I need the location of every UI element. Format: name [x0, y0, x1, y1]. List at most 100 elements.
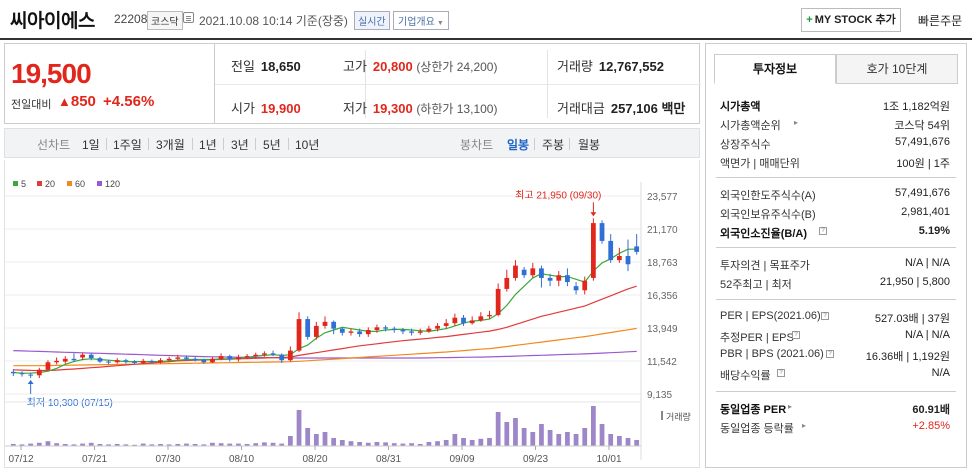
help-icon[interactable]: ?: [826, 350, 834, 358]
candle-body: [10, 371, 16, 374]
x-tick-label: 07/21: [82, 454, 107, 465]
volume-bar: [391, 443, 397, 446]
volume-bar: [426, 442, 432, 446]
volume-bar: [582, 428, 588, 446]
info-row-pbr: PBR | BPS (2021.06)? 16.36배 | 1,192원: [720, 348, 950, 366]
candle-body: [573, 286, 579, 291]
volume-bar: [313, 434, 319, 446]
candle-body: [521, 269, 527, 276]
divider: [255, 138, 256, 150]
x-tick-label: 07/30: [155, 454, 180, 465]
chevron-right-icon[interactable]: ▸: [802, 421, 807, 430]
ma60-line: [13, 327, 637, 367]
help-icon[interactable]: ?: [819, 227, 827, 235]
candle-body: [487, 314, 492, 317]
change-label: 전일대비: [11, 99, 52, 111]
info-value: N/A | N/A: [904, 329, 950, 341]
investment-info-panel: 투자정보 호가 10단계 시가총액 1조 1,182억원 시가총액순위 ▸ 코스닥 5…: [705, 43, 967, 468]
help-icon[interactable]: ?: [821, 312, 829, 320]
volume-bar: [270, 442, 276, 446]
tab-3y[interactable]: 3년: [231, 138, 249, 152]
candle-body: [218, 356, 224, 359]
max-price-annotation: 최고 21,950 (09/30): [515, 189, 601, 201]
price-summary: 19,500 전일대비 ▲850 +4.56%: [4, 43, 214, 124]
corp-info-dropdown[interactable]: 기업개요 ▼: [393, 11, 449, 30]
volume-bar: [357, 442, 363, 446]
volume-bar: [36, 442, 42, 446]
volume-bar: [114, 444, 120, 446]
tab-investment-info[interactable]: 투자정보: [714, 54, 836, 84]
candle-body: [54, 360, 59, 363]
volume-bar: [201, 444, 207, 446]
realtime-button[interactable]: 실시간: [354, 11, 390, 30]
stat-label: 거래대금: [557, 101, 605, 116]
candle-body: [71, 358, 77, 361]
x-tick-label: 08/20: [302, 454, 327, 465]
info-label: PER | EPS(2021.06): [720, 310, 821, 322]
x-tick-label: 09/09: [449, 454, 474, 465]
candle-body: [114, 360, 120, 363]
add-mystock-button[interactable]: + MY STOCK 추가: [801, 8, 901, 32]
volume-bar: [97, 444, 103, 446]
legend-label: 60: [75, 179, 85, 189]
divider: [192, 138, 193, 150]
stat-sub: (하한가 13,100): [416, 102, 498, 116]
info-label: 추정PER | EPS: [720, 332, 794, 344]
info-value: 57,491,676: [894, 187, 950, 199]
tab-weekly[interactable]: 주봉: [542, 138, 565, 152]
volume-bar: [616, 436, 622, 446]
volume-bar: [634, 440, 640, 446]
tab-daily[interactable]: 일봉: [507, 138, 530, 152]
info-label: 시가총액: [720, 101, 761, 113]
tab-monthly[interactable]: 월봉: [578, 138, 601, 152]
volume-bar: [166, 444, 172, 446]
candle-body: [331, 321, 337, 329]
candle-body: [140, 360, 146, 363]
up-triangle-icon: ▲: [58, 94, 71, 109]
stat-amount: 거래대금 257,106 백만: [557, 98, 685, 117]
info-row-52week: 52주최고 | 최저 21,950 | 5,800: [720, 276, 950, 294]
info-row-dividend: 배당수익률? N/A: [720, 367, 950, 385]
candle-body: [322, 321, 328, 326]
chevron-right-icon[interactable]: ▸: [794, 118, 799, 127]
candle-body: [409, 331, 414, 333]
volume-bar: [123, 444, 129, 446]
volume-bar: [149, 444, 155, 446]
info-value: 527.03배 | 37원: [874, 313, 950, 325]
corp-info-label: 기업개요: [398, 17, 435, 28]
tab-order-book[interactable]: 호가 10단계: [836, 54, 958, 84]
chevron-right-icon[interactable]: ▸: [788, 402, 793, 411]
tab-3m[interactable]: 3개월: [156, 138, 185, 152]
candle-body: [539, 268, 544, 278]
candle-body: [608, 240, 614, 261]
tab-10y[interactable]: 10년: [295, 138, 320, 152]
tab-1y[interactable]: 1년: [199, 138, 217, 152]
stat-label: 거래량: [557, 59, 593, 74]
candle-body: [452, 317, 458, 324]
tab-5y[interactable]: 5년: [263, 138, 281, 152]
tab-1d[interactable]: 1일: [82, 138, 100, 152]
y-tick-label: 11,542: [647, 357, 677, 368]
help-icon[interactable]: ?: [792, 331, 800, 339]
stat-high: 고가 20,800 (상한가 24,200): [343, 56, 497, 75]
tab-1w[interactable]: 1주일: [113, 138, 142, 152]
info-value: 16.36배 | 1,192원: [865, 351, 950, 363]
min-price-annotation: 최저 10,300 (07/15): [27, 397, 113, 409]
volume-bar: [19, 444, 25, 446]
y-tick-label: 13,949: [647, 324, 678, 335]
help-icon[interactable]: ?: [777, 369, 785, 377]
volume-label: 거래량: [666, 411, 691, 422]
volume-bar: [383, 442, 388, 446]
info-label: 외국인한도주식수(A): [720, 190, 816, 202]
stat-prev: 전일 18,650: [231, 56, 301, 75]
candlestick-chart[interactable]: 23,577 21,170 18,763 16,356 13,949 11,542 9,13…: [4, 160, 700, 468]
fast-order-link[interactable]: 빠른주문: [918, 14, 963, 28]
info-row-shares: 상장주식수 57,491,676: [720, 136, 950, 154]
volume-bar: [322, 432, 328, 446]
volume-bar: [547, 430, 553, 446]
info-row-foreign-ratio: 외국인소진율(B/A)? 5.19%: [720, 225, 950, 243]
candle-body: [591, 223, 596, 278]
candle-body: [270, 353, 276, 355]
volume-bar: [409, 443, 414, 446]
volume-bar: [175, 444, 181, 446]
